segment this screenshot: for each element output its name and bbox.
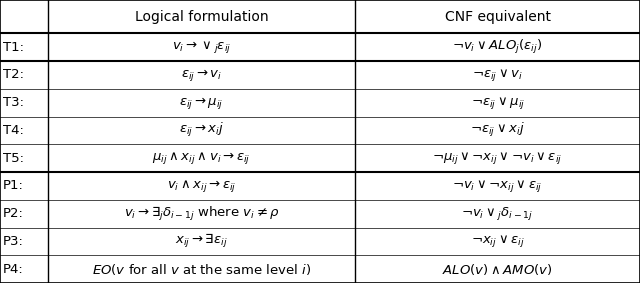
Text: T2:: T2: [3, 68, 24, 82]
Text: P4:: P4: [3, 263, 23, 276]
Text: P2:: P2: [3, 207, 24, 220]
Text: $v_i \wedge x_{ij} \rightarrow \epsilon_{ij}$: $v_i \wedge x_{ij} \rightarrow \epsilon_… [167, 178, 236, 194]
Text: $v_i \rightarrow \vee_j\epsilon_{ij}$: $v_i \rightarrow \vee_j\epsilon_{ij}$ [172, 39, 231, 55]
Text: $\neg x_{ij} \vee \epsilon_{ij}$: $\neg x_{ij} \vee \epsilon_{ij}$ [471, 233, 524, 249]
Text: $x_{ij} \rightarrow \exists\epsilon_{ij}$: $x_{ij} \rightarrow \exists\epsilon_{ij}… [175, 232, 228, 250]
Text: $\mu_{ij} \wedge x_{ij} \wedge v_i \rightarrow \epsilon_{ij}$: $\mu_{ij} \wedge x_{ij} \wedge v_i \righ… [152, 150, 251, 166]
Text: T4:: T4: [3, 124, 24, 137]
Text: T1:: T1: [3, 41, 24, 54]
Text: CNF equivalent: CNF equivalent [445, 10, 550, 24]
Text: $\neg\epsilon_{ij} \vee v_i$: $\neg\epsilon_{ij} \vee v_i$ [472, 67, 523, 83]
Text: $\epsilon_{ij} \rightarrow v_i$: $\epsilon_{ij} \rightarrow v_i$ [181, 67, 222, 83]
Text: $\neg\mu_{ij} \vee \neg x_{ij} \vee \neg v_i \vee \epsilon_{ij}$: $\neg\mu_{ij} \vee \neg x_{ij} \vee \neg… [433, 150, 563, 166]
Text: $\epsilon_{ij} \rightarrow x_ij$: $\epsilon_{ij} \rightarrow x_ij$ [179, 121, 224, 140]
Text: $\epsilon_{ij} \rightarrow \mu_{ij}$: $\epsilon_{ij} \rightarrow \mu_{ij}$ [179, 95, 224, 111]
Text: $\mathit{EO}(v$ for all $v$ at the same level $i)$: $\mathit{EO}(v$ for all $v$ at the same … [92, 261, 311, 277]
Text: Logical formulation: Logical formulation [135, 10, 268, 24]
Text: $\neg\epsilon_{ij} \vee x_ij$: $\neg\epsilon_{ij} \vee x_ij$ [470, 121, 525, 140]
Text: $\mathit{ALO}(v) \wedge \mathit{AMO}(v)$: $\mathit{ALO}(v) \wedge \mathit{AMO}(v)$ [442, 261, 553, 277]
Text: T5:: T5: [3, 152, 24, 165]
Text: $\neg v_i \vee \neg x_{ij} \vee \epsilon_{ij}$: $\neg v_i \vee \neg x_{ij} \vee \epsilon… [452, 178, 543, 194]
Text: $\neg v_i \vee \mathit{ALO}_j(\epsilon_{ij})$: $\neg v_i \vee \mathit{ALO}_j(\epsilon_{… [452, 38, 543, 56]
Text: P3:: P3: [3, 235, 24, 248]
Text: P1:: P1: [3, 179, 24, 192]
Text: $\neg\epsilon_{ij} \vee \mu_{ij}$: $\neg\epsilon_{ij} \vee \mu_{ij}$ [470, 95, 525, 111]
Text: T3:: T3: [3, 96, 24, 109]
Text: $\neg v_i \vee_j \delta_{i-1j}$: $\neg v_i \vee_j \delta_{i-1j}$ [461, 205, 534, 222]
Text: $v_i \rightarrow \exists_j\delta_{i-1j}$ where $v_i \neq \rho$: $v_i \rightarrow \exists_j\delta_{i-1j}$… [124, 205, 280, 223]
